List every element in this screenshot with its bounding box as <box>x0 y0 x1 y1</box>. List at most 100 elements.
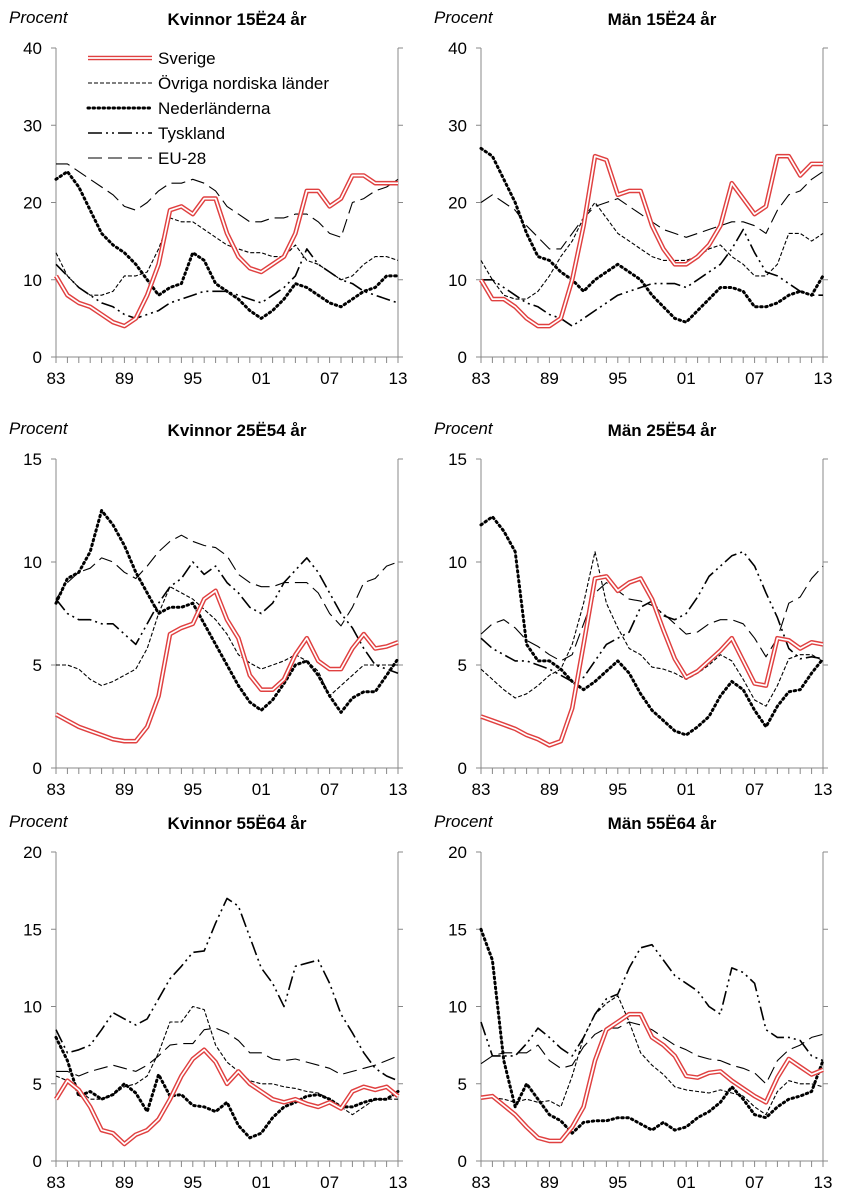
y-tick-label: 10 <box>23 271 42 290</box>
y-tick-label: 15 <box>448 920 467 939</box>
x-tick-label: 89 <box>115 369 134 388</box>
y-tick-label: 15 <box>448 450 467 469</box>
series-line-sverige-inner <box>480 1013 824 1142</box>
x-tick-label: 01 <box>677 1173 696 1192</box>
legend-label-nederlanderna: Nederländerna <box>158 99 271 118</box>
y-tick-label: 10 <box>23 998 42 1017</box>
series-line-tyskland <box>480 943 824 1062</box>
series-line-nederlanderna <box>54 509 400 714</box>
x-tick-label: 83 <box>47 369 66 388</box>
y-tick-label: 0 <box>458 348 467 367</box>
series-line-nederlanderna <box>479 515 825 737</box>
series-line-tyskland <box>481 228 823 327</box>
series-line-eu-28 <box>480 1021 824 1085</box>
x-tick-label: 95 <box>608 369 627 388</box>
series-line-sverige <box>480 574 824 748</box>
series-line-sverige <box>479 153 823 329</box>
y-tick-label: 40 <box>448 39 467 58</box>
x-tick-label: 07 <box>320 1173 339 1192</box>
y-tick-label: 20 <box>448 194 467 213</box>
x-tick-label: 13 <box>814 780 833 799</box>
series-line-tyskland <box>55 897 399 1082</box>
x-tick-label: 01 <box>252 780 271 799</box>
x-tick-label: 89 <box>115 1173 134 1192</box>
series-line-tyskland <box>55 248 399 320</box>
y-tick-label: 0 <box>33 348 42 367</box>
legend-label-ovriga-nordiska-lander: Övriga nordiska länder <box>158 74 329 93</box>
series-line-eu-28 <box>480 565 824 662</box>
x-tick-label: 01 <box>677 369 696 388</box>
y-axis-label: Procent <box>9 812 69 831</box>
series-line-sverige-inner <box>55 589 399 743</box>
x-tick-label: 89 <box>540 1173 559 1192</box>
chart-panel-5: 0 5 10 15 20 83 89 95 01 07 13 Procent Kvinnor 55Ë64… <box>9 812 407 1192</box>
chart-title: Män 55Ë64 år <box>608 814 717 833</box>
x-tick-label: 89 <box>540 780 559 799</box>
y-tick-label: 10 <box>448 553 467 572</box>
x-tick-label: 13 <box>814 1173 833 1192</box>
y-tick-label: 0 <box>33 759 42 778</box>
series-line-tyskland <box>55 557 399 674</box>
x-tick-label: 07 <box>320 780 339 799</box>
y-tick-label: 30 <box>448 116 467 135</box>
y-tick-label: 5 <box>458 1075 467 1094</box>
y-tick-label: 20 <box>448 843 467 862</box>
x-tick-label: 13 <box>389 369 408 388</box>
x-tick-label: 01 <box>677 780 696 799</box>
series-line-nederlanderna <box>479 927 825 1135</box>
series-line-sverige-inner <box>480 575 824 747</box>
chart-panel-2: 0 10 20 30 40 83 89 95 01 07 13 Procent Män 15Ë24 år <box>434 8 832 388</box>
chart-panel-4: 0 5 10 15 83 89 95 01 07 13 Procent Män 25Ë54 år <box>434 419 832 799</box>
series-line-sverige <box>480 1011 824 1144</box>
y-tick-label: 0 <box>458 759 467 778</box>
y-axis-label: Procent <box>9 8 69 27</box>
chart-panel-1: 0 10 20 30 40 83 89 95 01 07 13 Procent Kvinnor 15Ë2… <box>9 8 407 388</box>
series-line-sverige <box>54 588 399 744</box>
series-line-nederlanderna <box>54 170 400 320</box>
chart-panel-3: 0 5 10 15 83 89 95 01 07 13 Procent Kvinnor 25Ë54 å… <box>9 419 407 799</box>
series-line-ovriga-nordiska-lander <box>55 217 399 296</box>
chart-title: Kvinnor 25Ë54 år <box>168 421 307 440</box>
x-tick-label: 07 <box>745 369 764 388</box>
x-tick-label: 13 <box>814 369 833 388</box>
x-tick-label: 07 <box>745 1173 764 1192</box>
series-line-eu-28 <box>56 1027 399 1077</box>
series-line-nederlanderna <box>479 146 825 324</box>
y-tick-label: 20 <box>23 194 42 213</box>
y-tick-label: 5 <box>33 656 42 675</box>
x-tick-label: 01 <box>252 369 271 388</box>
legend-label-eu-28: EU-28 <box>158 149 206 168</box>
series-line-sverige <box>54 173 398 329</box>
series-line-sverige-inner <box>480 155 823 327</box>
y-axis-label: Procent <box>9 419 69 438</box>
y-tick-label: 0 <box>458 1152 467 1171</box>
series-line-eu-28 <box>55 534 399 627</box>
x-tick-label: 01 <box>252 1173 271 1192</box>
x-tick-label: 83 <box>47 1173 66 1192</box>
y-tick-label: 20 <box>23 843 42 862</box>
x-tick-label: 95 <box>608 1173 627 1192</box>
y-tick-label: 10 <box>448 998 467 1017</box>
chart-title: Män 25Ë54 år <box>608 421 717 440</box>
x-tick-label: 89 <box>540 369 559 388</box>
x-tick-label: 13 <box>389 1173 408 1192</box>
series-line-nederlanderna <box>54 1035 400 1140</box>
series-line-ovriga-nordiska-lander <box>480 995 824 1116</box>
y-tick-label: 40 <box>23 39 42 58</box>
series-line-ovriga-nordiska-lander <box>56 586 398 697</box>
x-tick-label: 95 <box>183 369 202 388</box>
x-tick-label: 83 <box>47 780 66 799</box>
x-tick-label: 07 <box>745 780 764 799</box>
y-tick-label: 10 <box>448 271 467 290</box>
x-tick-label: 83 <box>472 780 491 799</box>
series-line-sverige <box>54 1047 400 1147</box>
series-line-sverige-inner <box>55 1048 399 1145</box>
chart-title: Kvinnor 55Ë64 år <box>168 814 307 833</box>
series-line-ovriga-nordiska-lander <box>480 201 824 300</box>
x-tick-label: 95 <box>183 1173 202 1192</box>
y-axis-label: Procent <box>434 812 494 831</box>
x-tick-label: 83 <box>472 1173 491 1192</box>
x-tick-label: 95 <box>183 780 202 799</box>
y-tick-label: 30 <box>23 116 42 135</box>
